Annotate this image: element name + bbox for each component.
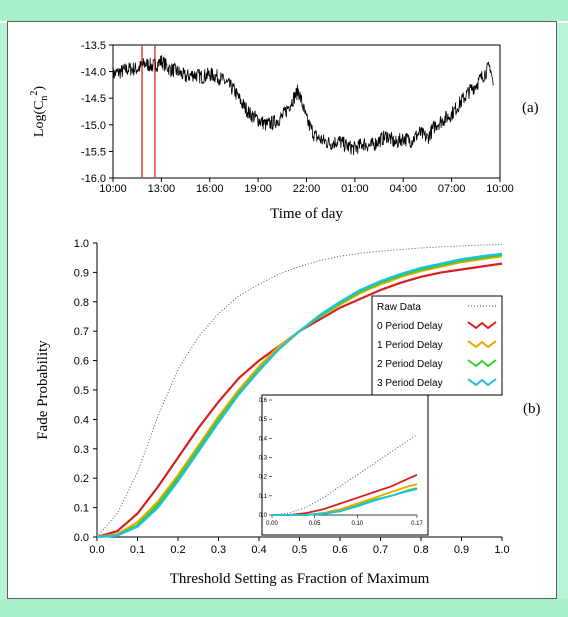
inset-y-tick-label: 0.5 [259, 417, 268, 423]
inset-y-tick-label: 0.0 [259, 513, 268, 519]
x-tick-label-b: 0.1 [130, 544, 145, 556]
inset-y-tick-label: 0.3 [259, 456, 268, 462]
x-tick-label-b: 0.6 [332, 544, 347, 556]
inset-series-line [271, 434, 418, 516]
y-axis-label-a: Log(Cn2) [29, 86, 50, 138]
y-label-paren: ) [32, 86, 47, 91]
x-tick-label-b: 0.4 [251, 544, 266, 556]
y-tick-label-b: 0.4 [74, 414, 89, 426]
fade-series-line [96, 244, 503, 538]
chart-a: -13.5-14.0-14.5-15.0-15.5-16.010:00 13:00… [29, 40, 539, 222]
legend-label: 0 Period Delay [377, 321, 443, 332]
legend-label: 3 Period Delay [377, 378, 443, 389]
legend-swatch [467, 378, 497, 387]
y-tick-label-b: 0.0 [74, 532, 89, 544]
inset-y-tick-label: 0.2 [259, 475, 268, 481]
x-tick-label-a: 13:00 [148, 183, 176, 195]
legend-swatch [467, 321, 497, 330]
x-tick-label-a: 16:00 [196, 183, 224, 195]
x-axis-label-a: Time of day [270, 206, 343, 222]
y-tick-label-a: -15.0 [81, 120, 106, 132]
x-tick-label-b: 0.7 [373, 544, 388, 556]
plot-frame-a [112, 44, 501, 179]
inset-y-tick-label: 0.6 [259, 398, 268, 404]
y-tick-label-a: -15.5 [81, 146, 106, 158]
y-label-subscript: n [39, 96, 50, 101]
y-tick-label-b: 0.5 [74, 385, 89, 397]
inset-series-line [272, 473, 418, 516]
legend-swatch [467, 359, 497, 368]
inset-x-tick-label: 0.05 [309, 521, 321, 527]
y-tick-label-a: -13.5 [81, 40, 106, 52]
x-tick-label-a: 07:00 [438, 183, 466, 195]
legend-label: Raw Data [377, 302, 421, 313]
inset-x-tick-label: 0.10 [351, 521, 363, 527]
inset-x-tick-label: 0.17 [411, 521, 423, 527]
legend-label: 1 Period Delay [377, 340, 443, 351]
y-label-superscript: 2 [29, 91, 40, 96]
legend-box [371, 295, 503, 396]
inset-series-line [272, 488, 418, 516]
y-tick-label-a: -14.0 [81, 67, 106, 79]
legend-swatch [467, 340, 497, 349]
x-tick-label-b: 0.5 [292, 544, 307, 556]
inset-y-tick-label: 0.1 [259, 494, 268, 500]
x-tick-label-a: 01:00 [341, 183, 369, 195]
y-tick-label-b: 0.1 [74, 503, 89, 515]
chart-b: 0.00.10.20.30.40.50.60.70.80.91.00.0 0.1 0… [35, 238, 541, 587]
x-tick-label-b: 0.2 [170, 544, 185, 556]
x-tick-label-a: 10:00 [486, 183, 514, 195]
x-tick-label-b: 0.9 [454, 544, 469, 556]
inset-y-tick-label: 0.4 [259, 436, 268, 442]
panel-label-a: (a) [522, 100, 539, 116]
y-tick-label-a: -14.5 [81, 93, 106, 105]
x-tick-label-b: 0.8 [413, 544, 428, 556]
y-tick-label-b: 0.8 [74, 297, 89, 309]
y-tick-label-b: 0.6 [74, 356, 89, 368]
x-axis-label-b: Threshold Setting as Fraction of Maximum [170, 571, 430, 587]
x-tick-label-a: 04:00 [389, 183, 417, 195]
y-tick-label-b: 0.3 [74, 444, 89, 456]
x-tick-label-b: 1.0 [494, 544, 509, 556]
inset-frame [261, 394, 429, 536]
legend-label: 2 Period Delay [377, 359, 443, 370]
x-tick-label-a: 19:00 [244, 183, 272, 195]
y-tick-label-b: 0.9 [74, 267, 89, 279]
x-tick-label-a: 22:00 [293, 183, 321, 195]
y-axis-label-b: Fade Probability [35, 340, 51, 440]
inset-x-tick-label: 0.00 [266, 521, 278, 527]
y-tick-label-b: 0.2 [74, 473, 89, 485]
y-tick-label-b: 0.7 [74, 326, 89, 338]
panel-label-b: (b) [523, 401, 541, 417]
bottom-banner [0, 599, 568, 617]
fade-series-line [96, 252, 503, 539]
cn2-series-line [112, 55, 494, 156]
y-label-main: Log(C [32, 101, 47, 138]
y-tick-label-a: -16.0 [81, 173, 106, 185]
y-tick-label-b: 1.0 [74, 238, 89, 250]
x-tick-label-b: 0.0 [89, 544, 104, 556]
x-tick-label-b: 0.3 [211, 544, 226, 556]
x-tick-label-a: 10:00 [99, 183, 127, 195]
